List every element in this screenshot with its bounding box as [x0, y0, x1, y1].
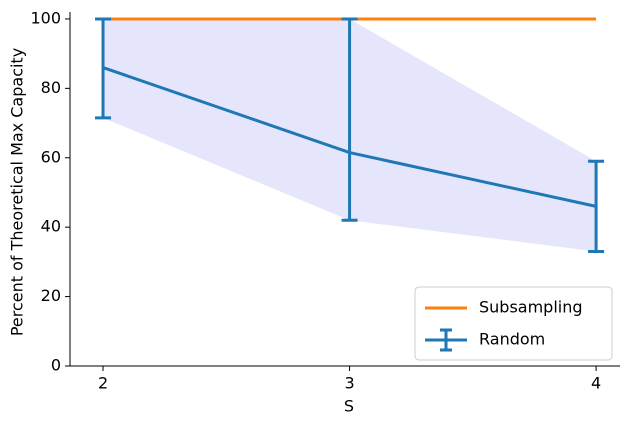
- error-bar: [95, 17, 112, 120]
- y-tick-label: 100: [30, 8, 61, 27]
- legend-label: Subsampling: [479, 298, 583, 317]
- x-tick-label: 2: [98, 374, 108, 393]
- error-bar: [341, 17, 358, 222]
- y-tick-label: 20: [41, 286, 61, 305]
- y-axis-label: Percent of Theoretical Max Capacity: [8, 48, 27, 336]
- x-tick-label: 3: [344, 374, 354, 393]
- error-bar: [588, 159, 605, 253]
- y-tick-label: 0: [51, 356, 61, 375]
- y-tick-label: 40: [41, 217, 61, 236]
- legend-box: [414, 286, 613, 361]
- y-tick-label: 80: [41, 78, 61, 97]
- x-tick-label: 4: [591, 374, 601, 393]
- legend-label: Random: [479, 330, 545, 349]
- x-axis-label: S: [344, 397, 354, 416]
- y-tick-label: 60: [41, 147, 61, 166]
